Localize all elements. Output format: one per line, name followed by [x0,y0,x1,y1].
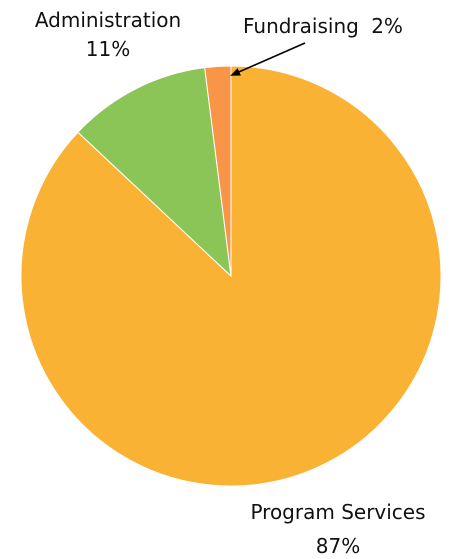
label-program-services-name: Program Services [250,500,425,524]
label-administration-name: Administration [35,8,181,32]
label-program-services-value: 87% [316,534,360,558]
label-fundraising-value: 2% [371,14,403,38]
slice-administration [77,67,232,278]
fundraising-leader-arrow [230,42,306,76]
pie-slices [20,65,442,487]
slice-fundraising [204,65,232,277]
label-administration-value: 11% [86,37,130,61]
label-fundraising-name: Fundraising [243,14,359,38]
label-fundraising: Fundraising 2% [243,14,403,38]
